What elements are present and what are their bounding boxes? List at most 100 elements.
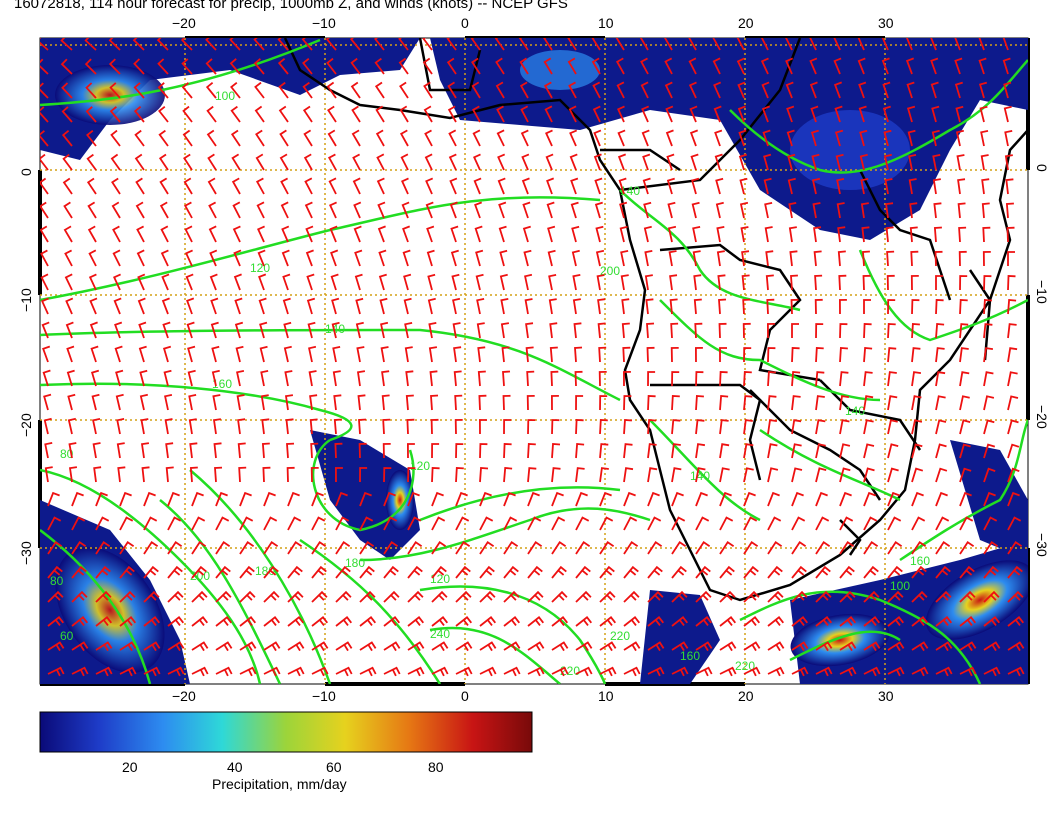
wind-barb — [311, 565, 327, 579]
wind-barb — [863, 565, 879, 579]
wind-barb — [351, 105, 361, 123]
wind-barb — [766, 323, 775, 339]
wind-barb — [282, 273, 291, 291]
wind-barb — [809, 38, 817, 51]
wind-barb — [349, 38, 361, 51]
wind-barb — [1007, 666, 1025, 677]
wind-barb — [599, 516, 614, 531]
wind-barb — [620, 250, 629, 267]
wind-barb — [185, 249, 193, 267]
wind-barb — [619, 201, 628, 219]
wind-barb — [983, 590, 1000, 603]
wind-barb — [623, 419, 632, 435]
wind-barb — [207, 153, 217, 171]
wind-barb — [788, 202, 797, 219]
wind-barb — [380, 321, 389, 339]
wind-barb — [743, 395, 753, 411]
wind-barb — [983, 467, 996, 483]
wind-barb — [258, 273, 267, 291]
wind-barb — [406, 443, 415, 459]
wind-barb — [254, 81, 265, 99]
wind-barb — [167, 616, 185, 627]
wind-barb — [617, 153, 627, 171]
wind-barb — [1007, 323, 1017, 339]
wind-barb — [210, 297, 219, 315]
wind-barb — [160, 249, 169, 267]
contour-label: 200 — [600, 264, 620, 278]
wind-barb — [911, 395, 922, 411]
wind-barb — [167, 641, 185, 652]
wind-barb — [887, 491, 900, 507]
wind-barb — [377, 225, 386, 243]
wind-barb — [836, 178, 845, 195]
wind-barb — [737, 105, 746, 123]
wind-barb — [455, 565, 471, 579]
wind-barb — [567, 38, 577, 51]
wind-barb — [184, 225, 193, 243]
lon-tick-label: 20 — [738, 688, 754, 704]
wind-barb — [911, 641, 929, 652]
wind-barb — [935, 419, 947, 435]
wind-barb — [860, 178, 869, 195]
wind-barb — [982, 226, 991, 243]
contour-label: 240 — [430, 627, 450, 641]
wind-barb — [205, 58, 217, 75]
wind-barb — [455, 666, 473, 677]
wind-barb — [401, 177, 409, 195]
wind-barb — [791, 323, 799, 338]
wind-barb — [593, 129, 602, 147]
wind-barb — [546, 201, 555, 219]
lat-tick-label: −10 — [1034, 280, 1050, 304]
wind-barb — [60, 38, 73, 51]
wind-barb — [543, 57, 553, 75]
wind-barb — [229, 38, 241, 51]
wind-barb — [119, 666, 137, 677]
wind-barb — [239, 616, 257, 627]
wind-barb — [407, 590, 424, 603]
wind-barb — [451, 273, 460, 291]
wind-barb — [425, 177, 434, 195]
wind-barb — [935, 666, 953, 677]
wind-barb — [43, 393, 52, 411]
wind-barb — [260, 394, 269, 411]
wind-barb — [594, 201, 603, 219]
wind-barb — [839, 565, 855, 579]
wind-barb — [239, 641, 257, 652]
wind-barb — [863, 299, 871, 314]
wind-barb — [881, 38, 889, 51]
wind-barb — [544, 105, 553, 123]
wind-barb — [599, 467, 609, 483]
wind-barb — [575, 666, 593, 677]
wind-barb — [623, 641, 641, 652]
wind-barb — [1007, 541, 1023, 555]
wind-barb — [665, 105, 674, 123]
wind-barb — [839, 666, 857, 677]
wind-barb — [887, 565, 903, 579]
wind-barb — [551, 443, 561, 459]
wind-barb — [143, 541, 159, 555]
wind-barb — [887, 371, 897, 387]
wind-barb — [935, 467, 948, 483]
wind-barb — [883, 153, 892, 171]
wind-barb — [815, 516, 830, 531]
wind-barb — [887, 467, 899, 483]
wind-barb — [262, 466, 271, 483]
wind-barb — [647, 666, 665, 677]
wind-barb — [137, 297, 146, 315]
wind-barb — [376, 177, 385, 195]
wind-barb — [813, 226, 822, 243]
wind-barb — [263, 641, 281, 652]
wind-barb — [809, 81, 818, 99]
wind-barb — [431, 590, 448, 603]
wind-barb — [522, 225, 531, 243]
wind-barb — [188, 418, 197, 435]
wind-barb — [695, 419, 705, 435]
wind-barb — [138, 321, 147, 339]
wind-barb — [454, 419, 463, 435]
wind-barb — [92, 442, 101, 459]
wind-barb — [479, 541, 495, 555]
colorbar-tick: 20 — [122, 759, 138, 775]
wind-barb — [595, 249, 605, 267]
colorbar-scale — [39, 711, 533, 753]
wind-barb — [958, 250, 967, 267]
